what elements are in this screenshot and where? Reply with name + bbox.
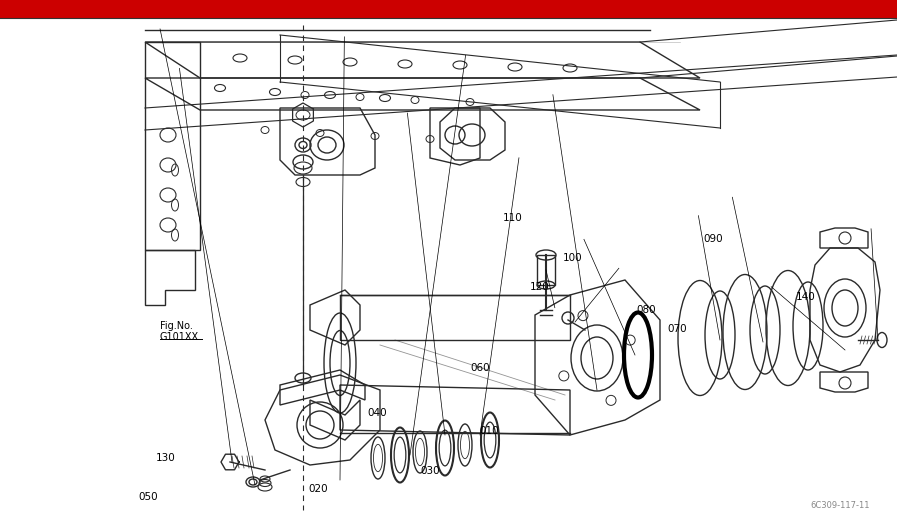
Text: 020: 020: [309, 484, 328, 494]
Text: 110: 110: [503, 213, 523, 224]
Text: 140: 140: [796, 292, 815, 302]
Text: 130: 130: [156, 452, 176, 463]
Text: 120: 120: [530, 281, 550, 292]
Text: 050: 050: [138, 492, 158, 502]
Text: 070: 070: [667, 323, 687, 334]
Bar: [537, 255, 555, 285]
Text: 040: 040: [367, 408, 387, 418]
Text: 060: 060: [470, 363, 490, 373]
Text: 080: 080: [636, 305, 656, 316]
Text: 090: 090: [703, 234, 723, 245]
Text: 6C309-117-11: 6C309-117-11: [811, 501, 870, 510]
Text: 100: 100: [562, 252, 582, 263]
Text: Fig.No.
G101XX: Fig.No. G101XX: [160, 320, 199, 342]
Bar: [0, 0, 897, 18]
Text: 010: 010: [479, 426, 499, 437]
Text: 030: 030: [421, 466, 440, 476]
